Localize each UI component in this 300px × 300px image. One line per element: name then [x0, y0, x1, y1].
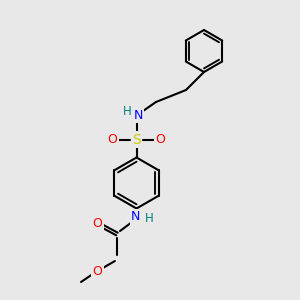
- Text: N: N: [131, 210, 141, 224]
- Text: S: S: [132, 133, 141, 146]
- Text: N: N: [133, 109, 143, 122]
- Text: H: H: [122, 105, 131, 119]
- Text: O: O: [108, 133, 117, 146]
- Text: O: O: [93, 265, 102, 278]
- Text: O: O: [156, 133, 165, 146]
- Text: O: O: [93, 217, 102, 230]
- Text: H: H: [145, 212, 154, 225]
